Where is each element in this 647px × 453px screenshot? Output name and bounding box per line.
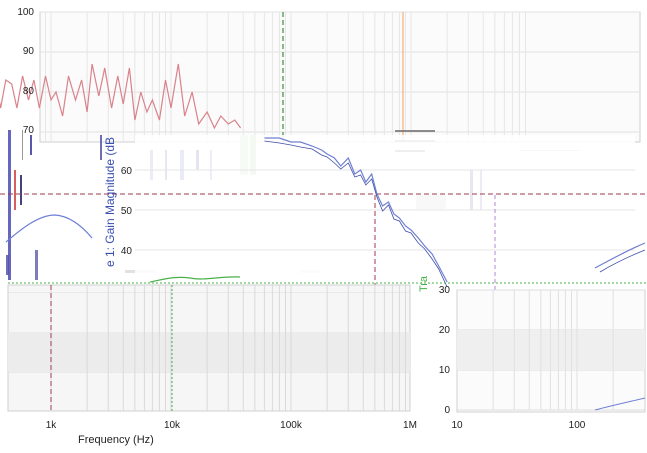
bottom-right-hband bbox=[457, 330, 645, 370]
top-ytick-80: 80 bbox=[22, 86, 34, 97]
glitch-stripe bbox=[8, 130, 11, 280]
gain-magnitude-trace bbox=[264, 137, 448, 283]
bottom-left-hband bbox=[8, 332, 410, 372]
gain-ytick-50: 50 bbox=[120, 206, 132, 217]
glitch-stripe bbox=[35, 250, 38, 280]
glitch-stripe bbox=[20, 175, 22, 205]
top-ytick-100: 100 bbox=[17, 7, 34, 18]
bottom-right-gridlines bbox=[457, 289, 645, 411]
right-fragment-trace-2 bbox=[599, 249, 646, 273]
gain-magnitude-trace-secondary bbox=[264, 140, 448, 288]
top-spectrum-trace bbox=[0, 63, 242, 130]
xtick-10k: 10k bbox=[163, 420, 181, 431]
bottom-left-hband bbox=[8, 292, 410, 293]
bottom-left-gridlines bbox=[8, 285, 410, 411]
gain-ylabel: e 1: Gain Magnitude (dB bbox=[103, 136, 117, 268]
x-axis-label: Frequency (Hz) bbox=[78, 434, 154, 446]
glitch-stripe bbox=[22, 130, 23, 160]
bottom-left-hband bbox=[8, 372, 410, 373]
gain-ytick-40: 40 bbox=[120, 246, 132, 257]
top-gridlines bbox=[40, 11, 640, 142]
br-ytick-10: 10 bbox=[438, 365, 450, 376]
top-ytick-90: 90 bbox=[22, 46, 34, 57]
br-xtick-10: 10 bbox=[451, 420, 463, 431]
br-xtick-100: 100 bbox=[568, 420, 586, 431]
bottom-green-trace bbox=[149, 276, 241, 283]
glitch-stripe bbox=[395, 130, 435, 132]
top-ytick-70: 70 bbox=[22, 125, 34, 136]
br-ylabel-fragment: Tra bbox=[418, 275, 431, 293]
gain-gridlines bbox=[135, 169, 635, 251]
gain-ytick-60: 60 bbox=[120, 166, 132, 177]
xtick-1M: 1M bbox=[403, 420, 417, 431]
xtick-1k: 1k bbox=[45, 420, 57, 431]
bottom-right-trace bbox=[594, 397, 646, 411]
br-ytick-30: 30 bbox=[438, 285, 450, 296]
xtick-100k: 100k bbox=[280, 420, 302, 431]
br-ytick-0: 0 bbox=[444, 405, 450, 416]
left-fragment-trace bbox=[5, 214, 93, 243]
top-plot-area bbox=[39, 11, 641, 143]
glitch-stripe bbox=[14, 170, 16, 210]
right-fragment-trace bbox=[594, 242, 646, 269]
glitch-stripe bbox=[100, 135, 102, 160]
br-ytick-20: 20 bbox=[438, 325, 450, 336]
glitch-stripe bbox=[30, 135, 32, 155]
glitch-stripe bbox=[6, 255, 9, 275]
